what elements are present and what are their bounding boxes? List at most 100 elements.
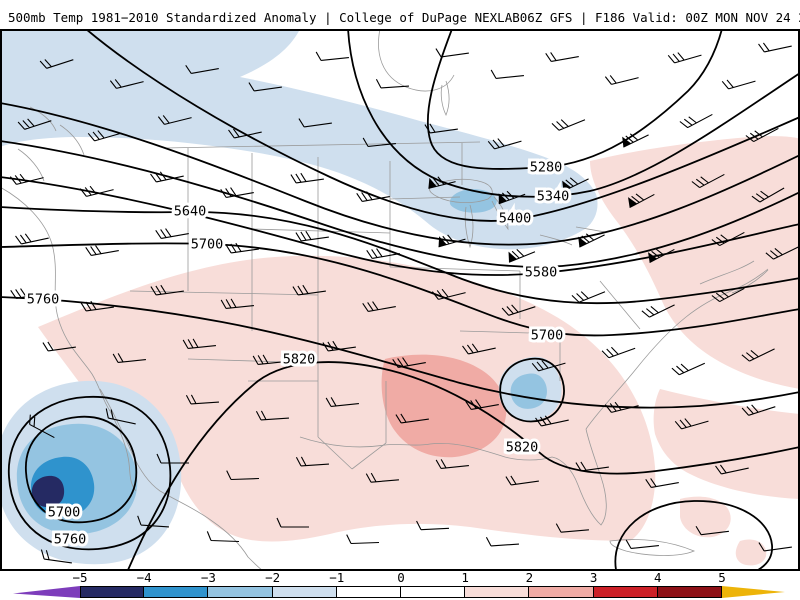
contour-label: 5700 (48, 505, 81, 521)
wind-barb (571, 291, 606, 303)
anomaly-colorbar: −5 −4 −3 −2 −1 0 1 2 3 4 5 (0, 571, 800, 600)
contour-labels: 5280 5340 5400 5640 5700 5580 5700 5760 5820 5820… (24, 157, 573, 551)
wind-barb (150, 171, 184, 183)
colorbar-segment (208, 586, 273, 598)
wind-barb (751, 187, 785, 203)
wind-barb (715, 464, 749, 475)
contour-5640 (0, 206, 800, 305)
colorbar-segment (465, 586, 530, 598)
wind-barb (365, 472, 399, 483)
contour-5700 (0, 242, 800, 337)
wind-barb (622, 133, 649, 148)
colorbar-tick: 5 (718, 570, 726, 585)
wind-barb (604, 75, 639, 85)
wind-barb (105, 408, 136, 425)
wind-barb (628, 193, 655, 209)
wind-barb (42, 341, 76, 352)
wind-barb (674, 418, 709, 430)
contour-label: 5820 (283, 352, 316, 368)
wind-barb (498, 190, 526, 205)
wind-barb (255, 410, 290, 421)
wind-barbs (9, 42, 799, 564)
colorbar-segment (272, 586, 337, 598)
wind-barb (691, 173, 725, 189)
colorbar-segment (400, 586, 466, 598)
wind-barb (295, 230, 329, 242)
wind-barb (29, 414, 55, 439)
wind-barb (112, 353, 146, 364)
contour-label: 5580 (525, 265, 558, 281)
contour-5520 (0, 140, 800, 268)
wind-barb (487, 138, 522, 150)
colorbar-segment (144, 586, 209, 598)
colorbar-tick: −4 (136, 570, 152, 585)
contour-5760 (0, 296, 800, 409)
wind-barb (485, 537, 520, 547)
wind-barb (79, 185, 114, 197)
contour-label: 5820 (506, 440, 539, 456)
contour-5340 (347, 29, 800, 198)
colorbar-segment (529, 586, 594, 598)
wind-barb (248, 82, 282, 92)
wind-barb (551, 119, 586, 131)
wind-barb (185, 394, 220, 405)
wind-barb (435, 459, 469, 470)
wind-barb (758, 542, 792, 552)
wind-barb (226, 470, 260, 481)
wind-barb (366, 248, 400, 259)
wind-barb (667, 52, 702, 64)
colorbar-segment (657, 586, 722, 598)
contour-5280 (426, 29, 723, 170)
wind-barb (292, 284, 326, 296)
contour-5820 (127, 361, 800, 571)
wind-barb (641, 304, 675, 318)
wind-barb (362, 301, 396, 312)
wind-barb (679, 113, 713, 129)
contour-ridge-bahamas (614, 500, 773, 571)
wind-barb (276, 517, 309, 528)
wind-barb (648, 248, 675, 264)
wind-barb (39, 59, 74, 69)
wind-barb (462, 343, 496, 355)
contour-label: 5340 (537, 189, 570, 205)
wind-barb (424, 123, 458, 134)
wind-barb (625, 539, 659, 550)
wind-barb (109, 79, 144, 89)
colorbar-below-min-wedge (13, 586, 80, 598)
contour-5460 (0, 102, 800, 246)
wind-barb (671, 362, 706, 376)
wind-barb (137, 515, 170, 528)
wind-barb (182, 338, 216, 350)
wind-barb (395, 413, 429, 424)
wind-barb (157, 115, 192, 125)
wind-barb (315, 51, 349, 62)
colorbar-tick: 2 (525, 570, 534, 585)
wind-barb (295, 456, 330, 467)
colorbar-tick: 3 (589, 570, 598, 585)
colorbar-scale (13, 586, 785, 598)
map-border (0, 29, 800, 571)
wind-barb (375, 79, 410, 89)
wind-barb (745, 127, 779, 143)
colorbar-tick: 4 (654, 570, 662, 585)
colorbar-tick: 0 (397, 570, 405, 585)
wind-barb (711, 287, 745, 303)
contour-label: 5760 (54, 532, 87, 548)
wind-barb (225, 242, 259, 254)
contour-5760-closed (7, 396, 172, 551)
wind-barb (435, 48, 469, 58)
contour-label: 5400 (499, 211, 532, 227)
wind-barb (10, 288, 44, 299)
wind-barb (228, 128, 262, 139)
colorbar-tick: −3 (200, 570, 216, 585)
colorbar-above-max-wedge (721, 586, 785, 598)
wind-barb (555, 523, 589, 533)
wind-barb (325, 397, 359, 408)
wind-barb (9, 173, 44, 185)
wind-barb (578, 233, 605, 248)
wind-barb (601, 346, 636, 359)
colorbar-segment (336, 586, 401, 598)
wind-barb (508, 249, 536, 263)
wind-barb (575, 461, 609, 472)
